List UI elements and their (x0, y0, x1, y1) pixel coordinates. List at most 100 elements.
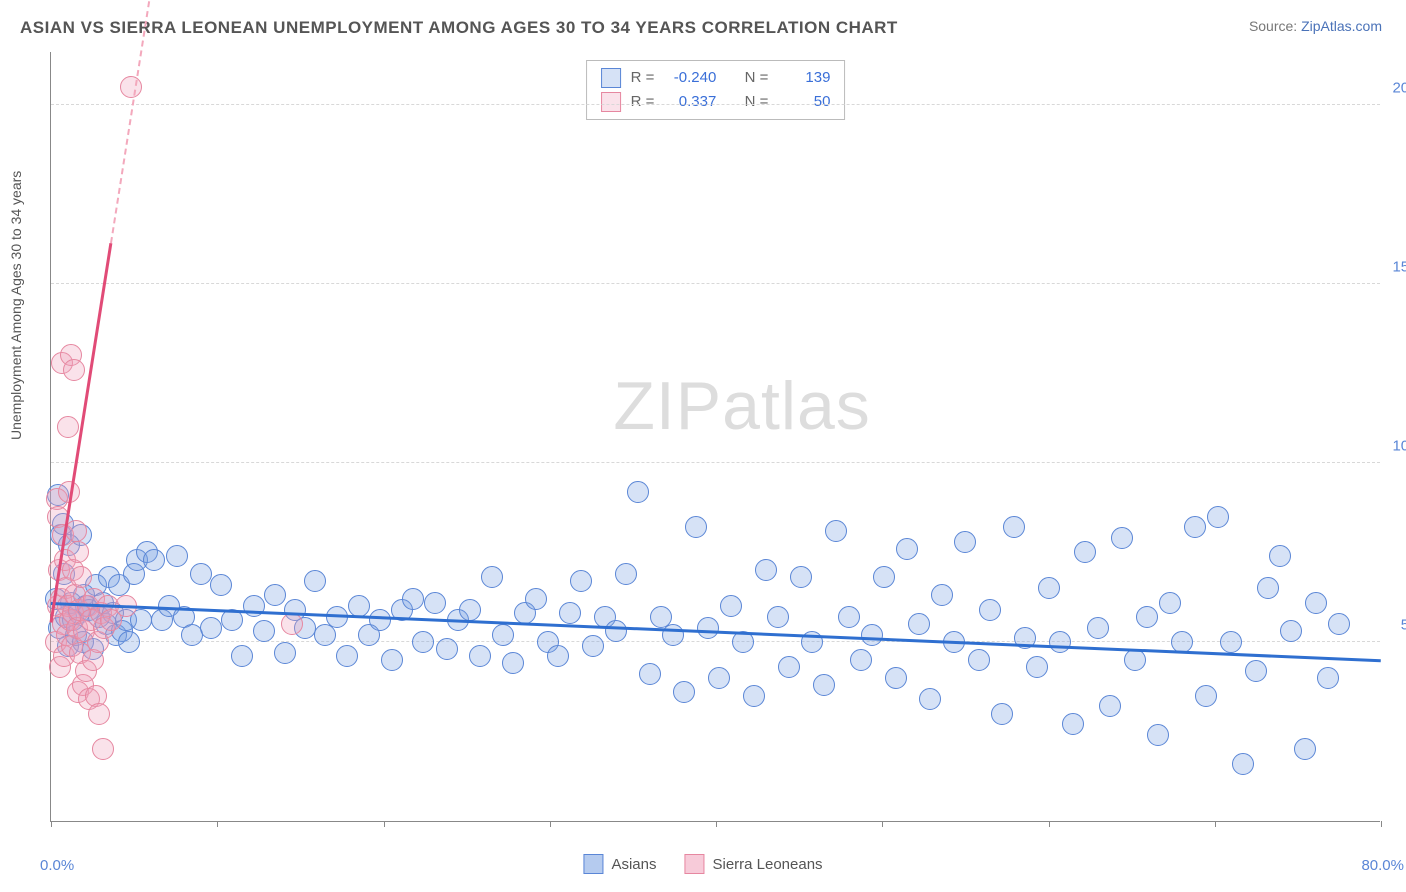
data-point (1062, 713, 1084, 735)
source-link[interactable]: ZipAtlas.com (1301, 18, 1382, 34)
data-point (70, 566, 92, 588)
data-point (348, 595, 370, 617)
data-point (1049, 631, 1071, 653)
data-point (469, 645, 491, 667)
data-point (570, 570, 592, 592)
stats-row: R =-0.240 N =139 (601, 66, 831, 90)
data-point (1294, 738, 1316, 760)
data-point (979, 599, 1001, 621)
x-tick (1215, 821, 1216, 827)
data-point (525, 588, 547, 610)
data-point (825, 520, 847, 542)
x-tick (384, 821, 385, 827)
watermark-bold: ZIP (613, 368, 722, 444)
stat-n-value: 50 (778, 90, 830, 114)
data-point (1124, 649, 1146, 671)
source-credit: Source: ZipAtlas.com (1249, 18, 1382, 34)
data-point (210, 574, 232, 596)
data-point (582, 635, 604, 657)
data-point (1087, 617, 1109, 639)
x-tick (716, 821, 717, 827)
data-point (1220, 631, 1242, 653)
stat-r-value: 0.337 (664, 90, 716, 114)
data-point (200, 617, 222, 639)
data-point (402, 588, 424, 610)
legend-label: Sierra Leoneans (712, 856, 822, 873)
data-point (336, 645, 358, 667)
legend-label: Asians (611, 856, 656, 873)
data-point (1269, 545, 1291, 567)
data-point (381, 649, 403, 671)
data-point (369, 609, 391, 631)
data-point (1074, 541, 1096, 563)
data-point (639, 663, 661, 685)
stat-r-value: -0.240 (664, 66, 716, 90)
data-point (231, 645, 253, 667)
data-point (1184, 516, 1206, 538)
data-point (954, 531, 976, 553)
stat-r-label: R = (631, 66, 655, 90)
data-point (685, 516, 707, 538)
source-prefix: Source: (1249, 18, 1301, 34)
x-axis-max-label: 80.0% (1361, 857, 1404, 874)
data-point (850, 649, 872, 671)
data-point (304, 570, 326, 592)
data-point (1136, 606, 1158, 628)
data-point (873, 566, 895, 588)
x-tick (882, 821, 883, 827)
data-point (1257, 577, 1279, 599)
data-point (190, 563, 212, 585)
legend-item: Sierra Leoneans (684, 854, 822, 874)
data-point (1159, 592, 1181, 614)
legend-swatch (684, 854, 704, 874)
data-point (697, 617, 719, 639)
data-point (63, 359, 85, 381)
data-point (424, 592, 446, 614)
data-point (778, 656, 800, 678)
data-point (281, 613, 303, 635)
data-point (790, 566, 812, 588)
data-point (118, 631, 140, 653)
data-point (605, 620, 627, 642)
data-point (813, 674, 835, 696)
data-point (1147, 724, 1169, 746)
data-point (861, 624, 883, 646)
correlation-stats-box: R =-0.240 N =139R =0.337 N =50 (586, 60, 846, 120)
data-point (1317, 667, 1339, 689)
data-point (1195, 685, 1217, 707)
data-point (767, 606, 789, 628)
data-point (1280, 620, 1302, 642)
data-point (253, 620, 275, 642)
data-point (662, 624, 684, 646)
data-point (65, 520, 87, 542)
data-point (1111, 527, 1133, 549)
x-tick (1381, 821, 1382, 827)
stat-n-label: N = (745, 90, 769, 114)
data-point (896, 538, 918, 560)
gridline (51, 283, 1380, 284)
data-point (838, 606, 860, 628)
data-point (547, 645, 569, 667)
data-point (708, 667, 730, 689)
data-point (743, 685, 765, 707)
data-point (492, 624, 514, 646)
data-point (481, 566, 503, 588)
data-point (67, 541, 89, 563)
gridline (51, 462, 1380, 463)
data-point (755, 559, 777, 581)
data-point (264, 584, 286, 606)
x-axis-min-label: 0.0% (40, 857, 74, 874)
data-point (412, 631, 434, 653)
stats-swatch (601, 92, 621, 112)
data-point (885, 667, 907, 689)
stats-row: R =0.337 N =50 (601, 90, 831, 114)
watermark-light: atlas (722, 368, 871, 444)
data-point (1305, 592, 1327, 614)
data-point (615, 563, 637, 585)
data-point (627, 481, 649, 503)
data-point (559, 602, 581, 624)
x-tick (51, 821, 52, 827)
data-point (143, 549, 165, 571)
x-tick (1049, 821, 1050, 827)
y-axis-label: Unemployment Among Ages 30 to 34 years (8, 171, 24, 440)
